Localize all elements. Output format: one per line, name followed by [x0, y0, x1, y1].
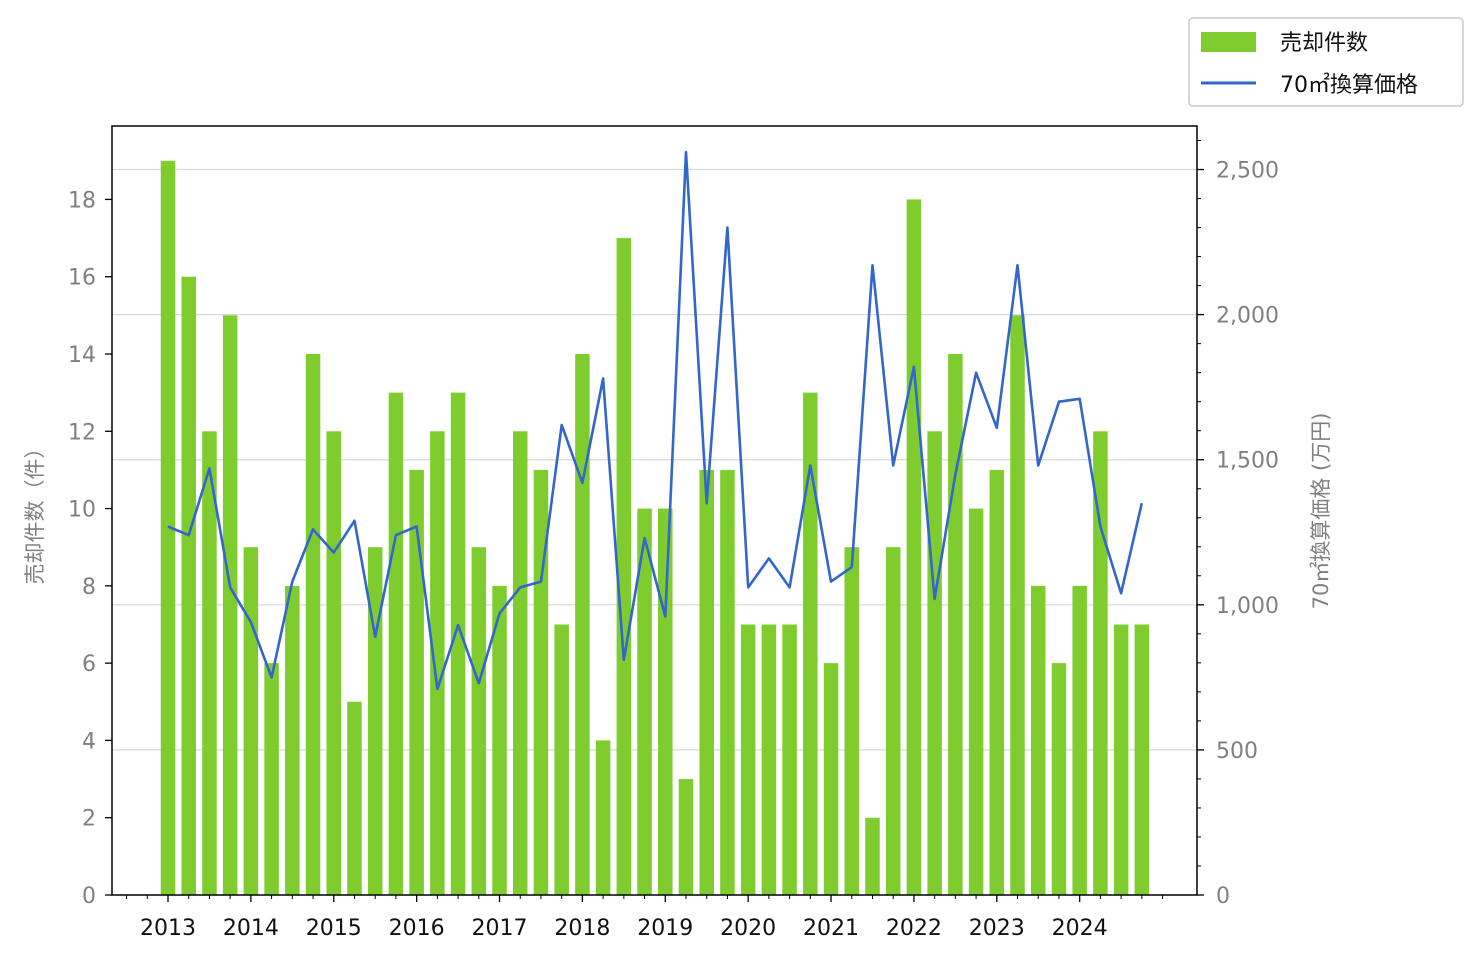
- right-tick-label: 1,000: [1216, 594, 1279, 619]
- bar-series: [160, 160, 1150, 896]
- bar: [264, 663, 279, 895]
- bar: [554, 624, 569, 895]
- bar: [989, 469, 1005, 895]
- left-tick-label: 18: [68, 188, 96, 213]
- bar: [844, 547, 860, 895]
- bar: [782, 624, 797, 895]
- bar: [388, 392, 404, 895]
- right-tick-label: 500: [1216, 739, 1258, 764]
- price-line: [167, 150, 1144, 691]
- bar: [823, 663, 839, 895]
- bar: [430, 431, 445, 895]
- bar: [367, 547, 383, 895]
- right-tick-label: 0: [1216, 884, 1230, 909]
- x-tick-label: 2021: [803, 916, 859, 941]
- bar: [1134, 624, 1150, 895]
- bar: [243, 547, 259, 895]
- left-tick-label: 12: [68, 420, 96, 445]
- bar: [305, 353, 321, 895]
- left-tick-label: 0: [82, 884, 96, 909]
- bar: [492, 585, 507, 895]
- left-tick-label: 16: [68, 266, 96, 291]
- bar: [326, 431, 342, 895]
- bar: [1030, 585, 1046, 895]
- x-tick-label: 2013: [140, 916, 196, 941]
- left-tick-label: 4: [82, 729, 96, 754]
- bar: [1010, 315, 1025, 895]
- bar: [699, 469, 714, 895]
- bar: [927, 431, 942, 895]
- bar: [761, 624, 777, 895]
- left-tick-label: 10: [68, 498, 96, 523]
- bar: [347, 701, 362, 895]
- bar: [865, 817, 880, 895]
- left-tick-label: 14: [68, 343, 96, 368]
- bar: [450, 392, 466, 895]
- legend-bar-swatch: [1201, 32, 1256, 52]
- x-tick-label: 2016: [389, 916, 445, 941]
- x-tick-label: 2022: [886, 916, 942, 941]
- x-tick-label: 2020: [720, 916, 776, 941]
- bar: [637, 508, 652, 895]
- x-tick-label: 2023: [969, 916, 1025, 941]
- bar: [658, 508, 673, 895]
- bar: [285, 585, 300, 895]
- bar: [595, 740, 611, 895]
- bar: [1072, 585, 1087, 895]
- x-axis: 2013 2014 2015 2016 2017 2018 2019 2020 2021 2022…: [126, 895, 1164, 941]
- bar: [202, 431, 217, 895]
- x-tick-label: 2018: [554, 916, 610, 941]
- right-axis-label: 70㎡換算価格 (万円): [1309, 413, 1333, 610]
- bar: [740, 624, 756, 895]
- bar: [512, 431, 528, 895]
- bar: [885, 547, 901, 895]
- bar: [678, 779, 694, 895]
- legend-frame: [1188, 17, 1464, 107]
- bar: [803, 392, 818, 895]
- x-tick-label: 2017: [472, 916, 528, 941]
- bar: [1113, 624, 1129, 895]
- bar: [968, 508, 984, 895]
- left-tick-label: 8: [82, 575, 96, 600]
- bar: [616, 238, 632, 896]
- x-tick-label: 2015: [306, 916, 362, 941]
- bar: [471, 547, 487, 895]
- line-series: [167, 150, 1144, 691]
- left-axis: 0 2 4 6 8 10 12 14 16 18: [68, 188, 112, 909]
- bar: [1051, 663, 1067, 895]
- x-tick-label: 2024: [1052, 916, 1108, 941]
- bar: [409, 469, 424, 895]
- right-tick-label: 2,000: [1216, 304, 1279, 329]
- legend-line-label: 70㎡換算価格: [1280, 72, 1418, 98]
- left-axis-label: 売却件数（件）: [23, 438, 47, 585]
- bar: [181, 276, 196, 895]
- plot-frame: [111, 125, 1198, 896]
- bar: [222, 315, 238, 895]
- bar: [948, 353, 963, 895]
- right-tick-label: 1,500: [1216, 449, 1279, 474]
- bar: [533, 469, 549, 895]
- right-axis: 0 500 1,000 1,500 2,000 2,500: [1197, 140, 1279, 909]
- right-tick-label: 2,500: [1216, 159, 1279, 184]
- bar: [1093, 431, 1108, 895]
- x-tick-label: 2014: [223, 916, 279, 941]
- legend: 売却件数 70㎡換算価格: [1188, 17, 1464, 107]
- x-tick-label: 2019: [637, 916, 693, 941]
- bar: [720, 469, 735, 895]
- left-tick-label: 2: [82, 807, 96, 832]
- left-tick-label: 6: [82, 652, 96, 677]
- legend-bar-label: 売却件数: [1280, 31, 1368, 56]
- plot-border: [111, 125, 1198, 896]
- bar: [906, 199, 922, 895]
- bar: [575, 353, 590, 895]
